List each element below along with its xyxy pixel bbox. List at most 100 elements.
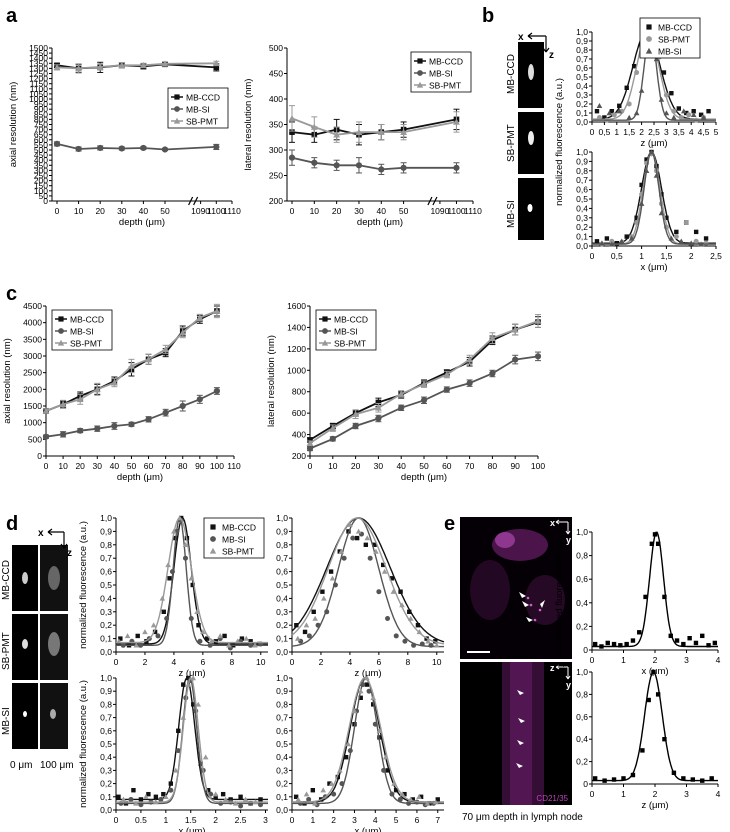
x-tick-label: 6 [415,815,420,825]
marker-square [693,229,699,235]
marker-circle [111,422,118,430]
chart-e1: 00,20,40,60,81,00 1 2 3 4x (μm)normalized fl… [554,527,721,677]
marker-circle [646,36,652,42]
marker-circle [686,112,692,118]
x-axis-label: x (μm) [178,826,205,832]
marker-triangle [212,59,220,67]
y-axis-label: axial resolution (nm) [2,338,13,424]
marker-triangle [397,390,405,397]
chart-c1: 0 500 1000 1500 2000 2500 3000 3500 4000 4500 0 10 2… [2,301,241,483]
x-axis-label: z (μm) [641,800,668,811]
y-tick-label: 200 [269,196,283,206]
x-tick-label: 0 [290,206,295,216]
chart-d3: 0,0 0,1 0,2 0,3 0,4 0,5 0,6 0,7 0,8 0,9 1,0 0 0.5 1 1.… [78,673,268,832]
y-tick-label: 0,8 [100,699,112,709]
marker-triangle [140,61,147,69]
y-tick-label: 1050 [29,89,48,99]
panel-e-micrographs: x y z y CD21/35 70 μm depth in lymph nod… [460,517,583,823]
marker-triangle [96,63,104,70]
marker-square [311,609,316,614]
x-tick-label: 50 [419,461,429,471]
legend-label: SB-PMT [186,117,218,127]
x-tick-label: 20 [95,206,105,216]
x-tick-label: 90 [195,461,205,471]
marker-triangle [118,61,126,69]
bead-spot [528,64,534,80]
marker-circle [398,404,405,411]
x-tick-label: 0 [590,127,595,137]
marker-circle [94,425,101,432]
axis-arrow-label: y [566,535,571,545]
fit-curve [116,676,268,803]
y-tick-label: 0,8 [576,45,588,55]
marker-square [58,316,64,322]
zy-section-core [510,662,532,805]
marker-square [709,776,714,781]
y-tick-label: 1,0 [576,667,588,677]
marker-triangle [416,629,423,635]
depth-caption: 100 μm [40,760,74,771]
axis-arrow-label: y [566,680,571,690]
fit-curve [116,676,268,805]
marker-triangle [226,642,232,648]
x-tick-label: 3 [664,127,669,137]
y-tick-label: 4000 [23,318,42,328]
marker-square [624,234,629,239]
y-tick-label: 2000 [23,384,42,394]
marker-circle [352,422,359,430]
marker-triangle [200,629,206,635]
axis-arrow-label: z [67,548,72,559]
depth-caption: 0 μm [10,760,32,771]
marker-triangle [75,65,82,72]
marker-square [222,633,227,639]
y-tick-label: 0,8 [276,699,288,709]
marker-circle [331,791,337,797]
y-tick-label: 0,2 [276,620,288,630]
y-axis-label: axial resolution (nm) [8,82,19,168]
x-tick-label: 90 [510,461,520,471]
y-tick-label: 800 [292,387,306,397]
row-label: MB-CCD [506,54,517,94]
y-tick-label: 250 [34,171,48,181]
marker-circle [128,796,134,802]
marker-triangle [534,317,542,324]
marker-circle [97,144,104,152]
fit-curve [291,517,445,645]
series-data [592,669,718,783]
x-tick-label: 1 [310,815,315,825]
y-tick-label: 0,9 [100,686,112,696]
y-axis-label: lateral resolution (nm) [243,79,254,171]
marker-square [310,788,316,793]
bead-dot [538,608,542,612]
series-data [592,531,718,649]
marker-triangle [213,307,221,314]
x-tick-label: 10 [310,206,320,216]
marker-circle [402,638,408,644]
marker-circle [174,106,180,112]
x-tick-label: 30 [117,206,127,216]
x-tick-label: 30 [374,461,384,471]
y-tick-label: 0,5 [576,194,588,204]
y-tick-label: 0,5 [100,580,112,590]
y-tick-label: 0,2 [576,621,588,631]
axis-break-icon [188,196,199,206]
y-tick-label: 0,6 [276,726,288,736]
marker-triangle [145,355,152,363]
x-tick-label: 40 [396,461,406,471]
panel-d-micrographs: MB-CCD SB-PMT MB-SI x z 0 μm 100 μm [1,528,74,771]
marker-triangle [306,439,314,446]
x-tick-label: 5 [714,127,719,137]
marker-circle [693,238,699,244]
marker-circle [385,616,391,621]
marker-square [328,569,334,574]
y-tick-label: 0,0 [576,117,588,127]
marker-circle [378,166,385,173]
x-tick-label: 20 [351,461,361,471]
marker-square [624,641,629,647]
legend-label: MB-CCD [429,57,463,67]
marker-circle [175,748,181,754]
marker-square [335,774,341,780]
marker-square [655,541,661,546]
y-tick-label: 0,6 [576,574,588,584]
series-MB-SI [292,677,444,808]
